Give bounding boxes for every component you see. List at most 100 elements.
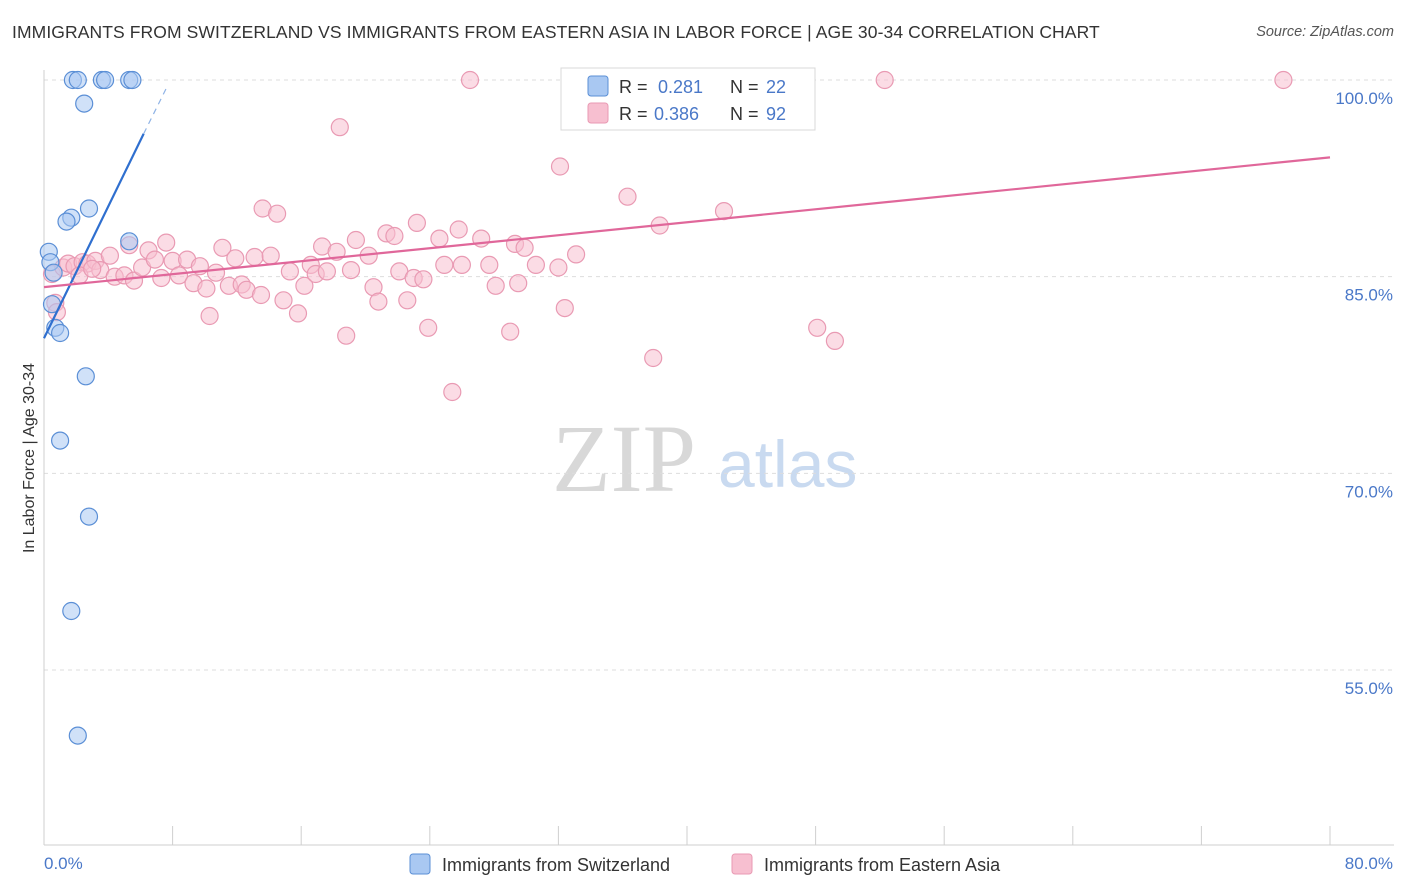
switzerland-point — [68, 70, 87, 90]
eastern-asia-point — [213, 238, 232, 257]
switzerland-point — [50, 431, 70, 450]
eastern-asia-point — [808, 318, 827, 337]
legend-n-label-switzerland: N = — [730, 77, 759, 97]
switzerland-point — [76, 367, 95, 386]
eastern-asia-point — [825, 331, 845, 350]
switzerland-point — [68, 726, 87, 745]
legend-n-label-eastern-asia: N = — [730, 104, 759, 124]
x-axis-ticks — [43, 826, 1331, 845]
bottom-legend-label-switzerland: Immigrants from Switzerland — [442, 855, 670, 875]
switzerland-point — [79, 507, 99, 526]
eastern-asia-point — [268, 204, 287, 223]
legend-r-label-switzerland: R = — [619, 77, 648, 97]
switzerland-point — [79, 199, 99, 218]
switzerland-point — [123, 70, 142, 90]
eastern-asia-point — [419, 318, 438, 337]
eastern-asia-point — [618, 187, 637, 206]
eastern-asia-point — [449, 220, 468, 239]
x-tick-label-max: 80.0% — [1345, 854, 1393, 873]
switzerland-point — [44, 263, 63, 282]
eastern-asia-point — [526, 255, 546, 274]
y-tick-labels: 100.0% 85.0% 70.0% 55.0% — [1335, 89, 1393, 698]
eastern-asia-point — [251, 285, 271, 305]
eastern-asia-point — [100, 246, 120, 265]
y-tick-label: 85.0% — [1345, 286, 1393, 305]
eastern-asia-point — [295, 276, 314, 295]
series-switzerland-points — [39, 70, 142, 745]
switzerland-point — [50, 323, 70, 343]
eastern-asia-point — [398, 291, 417, 310]
chart-title: IMMIGRANTS FROM SWITZERLAND VS IMMIGRANT… — [12, 22, 1100, 42]
eastern-asia-point — [346, 230, 365, 250]
eastern-asia-point — [555, 299, 574, 318]
eastern-asia-point — [145, 250, 164, 269]
series-legend: Immigrants from Switzerland Immigrants f… — [409, 853, 1001, 875]
eastern-asia-point — [274, 291, 293, 310]
switzerland-point — [57, 212, 76, 231]
eastern-asia-point — [430, 229, 449, 248]
bottom-legend-label-eastern-asia: Immigrants from Eastern Asia — [764, 855, 1001, 875]
switzerland-trend-extension — [143, 84, 169, 135]
eastern-asia-point — [460, 70, 480, 90]
eastern-asia-point — [261, 246, 280, 265]
eastern-asia-point — [152, 268, 171, 288]
switzerland-point — [120, 232, 139, 251]
eastern-asia-point — [501, 322, 520, 341]
eastern-asia-point — [509, 274, 528, 293]
eastern-asia-point — [452, 255, 471, 274]
eastern-asia-trend-line — [43, 156, 1331, 289]
eastern-asia-point — [337, 326, 356, 345]
legend-r-label-eastern-asia: R = — [619, 104, 648, 124]
bottom-legend-swatch-eastern-asia — [731, 853, 753, 875]
eastern-asia-point — [435, 255, 454, 274]
eastern-asia-point — [550, 157, 570, 176]
eastern-asia-point — [443, 382, 462, 402]
eastern-asia-point — [385, 226, 404, 246]
eastern-asia-point — [197, 279, 216, 298]
y-tick-label: 70.0% — [1345, 482, 1393, 501]
legend-n-value-eastern-asia: 92 — [766, 104, 786, 124]
source-label: Source: ZipAtlas.com — [1256, 24, 1394, 40]
eastern-asia-point — [206, 263, 226, 282]
eastern-asia-point — [226, 249, 245, 268]
switzerland-point — [62, 601, 81, 621]
watermark-atlas: atlas — [718, 427, 857, 501]
y-axis-title: In Labor Force | Age 30-34 — [21, 363, 38, 553]
legend-swatch-eastern-asia — [587, 102, 609, 124]
trend-lines — [43, 84, 1331, 339]
eastern-asia-point — [480, 255, 499, 274]
eastern-asia-point — [157, 233, 176, 252]
eastern-asia-point — [644, 348, 663, 368]
legend-swatch-switzerland — [587, 75, 609, 97]
eastern-asia-point — [414, 270, 433, 289]
eastern-asia-point — [245, 247, 264, 267]
eastern-asia-point — [566, 245, 586, 264]
eastern-asia-point — [515, 238, 534, 257]
switzerland-point — [95, 70, 115, 90]
eastern-asia-point — [288, 304, 308, 323]
switzerland-trend-line — [43, 133, 145, 339]
legend-r-value-eastern-asia: 0.386 — [654, 104, 699, 124]
stats-legend: R = 0.281 N = 22 R = 0.386 N = 92 — [560, 67, 816, 131]
grid-lines — [44, 79, 1394, 671]
eastern-asia-point — [330, 118, 349, 137]
eastern-asia-point — [549, 258, 568, 277]
eastern-asia-point — [1274, 70, 1293, 90]
switzerland-point — [75, 94, 94, 113]
eastern-asia-point — [341, 261, 361, 280]
legend-r-value-switzerland: 0.281 — [658, 77, 703, 97]
y-tick-label: 100.0% — [1335, 89, 1393, 108]
eastern-asia-point — [875, 70, 894, 90]
eastern-asia-point — [200, 306, 219, 326]
eastern-asia-point — [486, 276, 505, 295]
watermark-zip: ZIP — [552, 405, 696, 512]
eastern-asia-point — [124, 271, 144, 290]
series-eastern-asia-points — [42, 70, 1293, 402]
y-tick-label: 55.0% — [1345, 679, 1393, 698]
bottom-legend-swatch-switzerland — [409, 853, 431, 875]
x-tick-label-min: 0.0% — [44, 854, 83, 873]
eastern-asia-point — [83, 259, 102, 278]
legend-n-value-switzerland: 22 — [766, 77, 786, 97]
eastern-asia-point — [280, 262, 299, 281]
